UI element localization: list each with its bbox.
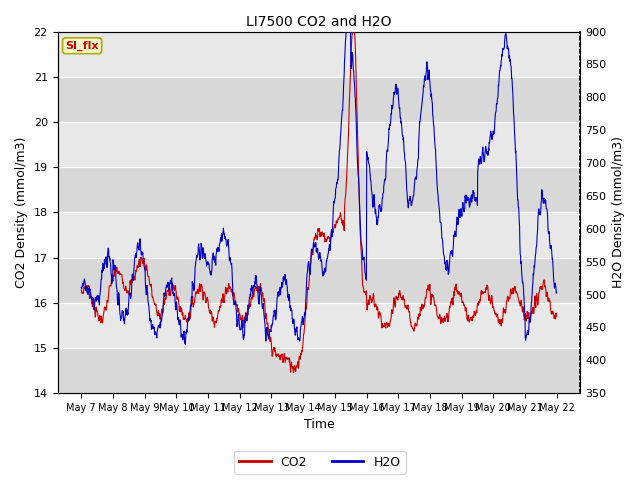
Bar xyxy=(58,348,580,393)
Legend: CO2, H2O: CO2, H2O xyxy=(234,451,406,474)
Bar xyxy=(58,167,580,212)
Y-axis label: H2O Density (mmol/m3): H2O Density (mmol/m3) xyxy=(612,136,625,288)
Bar xyxy=(58,77,580,122)
Bar xyxy=(58,122,580,167)
Y-axis label: CO2 Density (mmol/m3): CO2 Density (mmol/m3) xyxy=(15,137,28,288)
Bar xyxy=(58,303,580,348)
Bar xyxy=(58,32,580,77)
Bar xyxy=(58,258,580,303)
Title: LI7500 CO2 and H2O: LI7500 CO2 and H2O xyxy=(246,15,392,29)
X-axis label: Time: Time xyxy=(303,419,334,432)
Bar xyxy=(58,212,580,258)
Text: SI_flx: SI_flx xyxy=(65,41,99,51)
